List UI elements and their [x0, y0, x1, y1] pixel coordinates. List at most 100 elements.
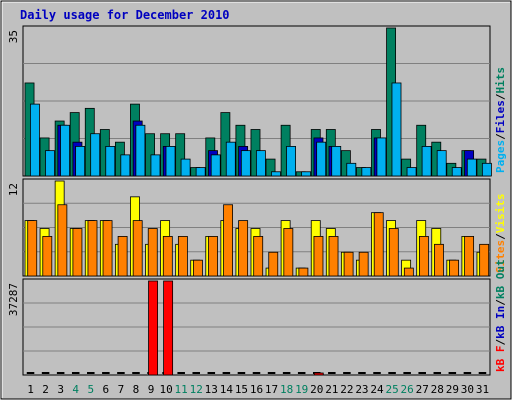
day-label: 2 — [42, 383, 49, 396]
day-label: 3 — [57, 383, 64, 396]
bar-sites-day-19 — [298, 267, 309, 277]
kbytes-baseline-mark — [448, 372, 457, 374]
legend-kb-in: kB In — [494, 306, 507, 339]
day-label: 12 — [190, 383, 203, 396]
panel-visits: 12 Sites/Visits — [7, 178, 507, 277]
legend-separator: / — [494, 299, 507, 306]
legend-separator: / — [494, 233, 507, 240]
day-label: 19 — [295, 383, 308, 396]
bar-sites-day-9 — [147, 228, 158, 277]
panel-visits-max-label: 12 — [7, 183, 20, 196]
bar-pages-day-20 — [316, 141, 327, 177]
kbytes-baseline-mark — [433, 372, 442, 374]
bar-pages-day-9 — [150, 154, 161, 177]
bar-sites-day-20 — [313, 236, 324, 277]
bar-pages-day-22 — [346, 162, 357, 177]
day-label: 18 — [280, 383, 293, 396]
bar-sites-day-18 — [283, 228, 294, 277]
day-label: 23 — [355, 383, 368, 396]
bar-sites-day-4 — [72, 228, 83, 277]
bar-pages-day-17 — [271, 171, 281, 177]
bar-pages-day-25 — [391, 82, 402, 177]
bar-pages-day-5 — [90, 133, 101, 177]
panel-kbytes-legend: kB F/kB In/kB Out — [494, 259, 507, 372]
bar-sites-day-23 — [358, 251, 369, 277]
bar-sites-day-26 — [403, 267, 414, 277]
day-label: 9 — [148, 383, 155, 396]
day-label: 27 — [416, 383, 429, 396]
bar-pages-day-6 — [105, 145, 116, 177]
bar-hits-day-11 — [175, 133, 186, 177]
bar-pages-day-21 — [331, 145, 342, 177]
kbytes-baseline-mark — [403, 372, 411, 374]
bar-sites-day-7 — [117, 236, 128, 277]
kbytes-baseline-mark — [282, 372, 291, 374]
legend-kb-f: kB F — [494, 346, 507, 373]
bar-sites-day-10 — [162, 236, 173, 277]
day-label: 29 — [446, 383, 459, 396]
bar-pages-day-23 — [361, 167, 372, 177]
bar-sites-day-31 — [479, 243, 490, 277]
day-label: 24 — [370, 383, 384, 396]
bar-sites-day-11 — [177, 236, 188, 277]
day-label: 14 — [220, 383, 234, 396]
bar-pages-day-14 — [225, 141, 236, 177]
bar-sites-day-12 — [193, 259, 203, 277]
legend-files: Files — [494, 100, 507, 133]
bar-sites-day-21 — [328, 236, 339, 277]
kbytes-baseline-mark — [41, 372, 50, 374]
kbytes-baseline-mark — [177, 372, 185, 374]
bar-pages-day-24 — [376, 137, 387, 177]
legend-sites: Sites — [494, 240, 507, 273]
bar-pages-day-3 — [60, 124, 70, 177]
bar-pages-day-19 — [301, 171, 312, 177]
day-label: 6 — [103, 383, 110, 396]
kbytes-baseline-mark — [207, 372, 216, 374]
bar-sites-day-16 — [253, 236, 264, 277]
panel-visits-legend: Sites/Visits — [494, 194, 507, 274]
day-label: 15 — [235, 383, 248, 396]
bar-pages-day-31 — [481, 162, 492, 177]
chart-title: Daily usage for December 2010 — [20, 8, 230, 22]
legend-kb-out: kB Out — [494, 259, 507, 299]
panel-hits-legend: Pages/Files/Hits — [494, 67, 507, 173]
day-label: 28 — [431, 383, 444, 396]
bar-pages-day-27 — [421, 145, 432, 177]
kbytes-baseline-mark — [71, 372, 80, 374]
day-label: 21 — [325, 383, 338, 396]
kbytes-baseline-mark — [478, 372, 487, 374]
bar-sites-day-22 — [343, 251, 354, 277]
bar-pages-day-8 — [135, 124, 146, 177]
bar-sites-day-28 — [434, 243, 444, 277]
bar-sites-day-8 — [132, 220, 143, 277]
bar-pages-day-16 — [255, 150, 266, 177]
bar-pages-day-11 — [180, 158, 191, 177]
bar-pages-day-26 — [406, 167, 417, 177]
kbytes-baseline-mark — [252, 372, 261, 374]
bar-pages-day-18 — [286, 145, 296, 177]
bar-sites-day-2 — [42, 236, 53, 277]
day-label: 31 — [476, 383, 489, 396]
bar-sites-day-13 — [208, 236, 218, 277]
day-label: 7 — [118, 383, 125, 396]
bar-pages-day-10 — [165, 145, 176, 177]
chart-panels: 35Pages/Files/Hits12Sites/Visits37287kB … — [7, 25, 507, 376]
bar-hits-day-17 — [265, 158, 276, 177]
day-axis: 1 2 3 4 5 6 7 8 9 10 11 12 13 14 15 16 17 18 19 20 21 22 23 24 2… — [27, 383, 489, 396]
kbytes-baseline-mark — [343, 372, 351, 374]
kbytes-baseline-mark — [328, 372, 336, 374]
bar-pages-day-30 — [466, 158, 477, 177]
legend-hits: Hits — [494, 67, 507, 94]
day-label: 5 — [87, 383, 94, 396]
kbytes-baseline-mark — [26, 372, 35, 374]
day-label: 26 — [401, 383, 414, 396]
kbytes-baseline-mark — [117, 372, 125, 374]
bar-sites-day-14 — [223, 204, 233, 277]
day-label: 22 — [340, 383, 353, 396]
bar-pages-day-12 — [195, 167, 206, 177]
day-label: 20 — [310, 383, 323, 396]
kbytes-baseline-mark — [388, 372, 396, 374]
bar-sites-day-17 — [268, 251, 279, 277]
